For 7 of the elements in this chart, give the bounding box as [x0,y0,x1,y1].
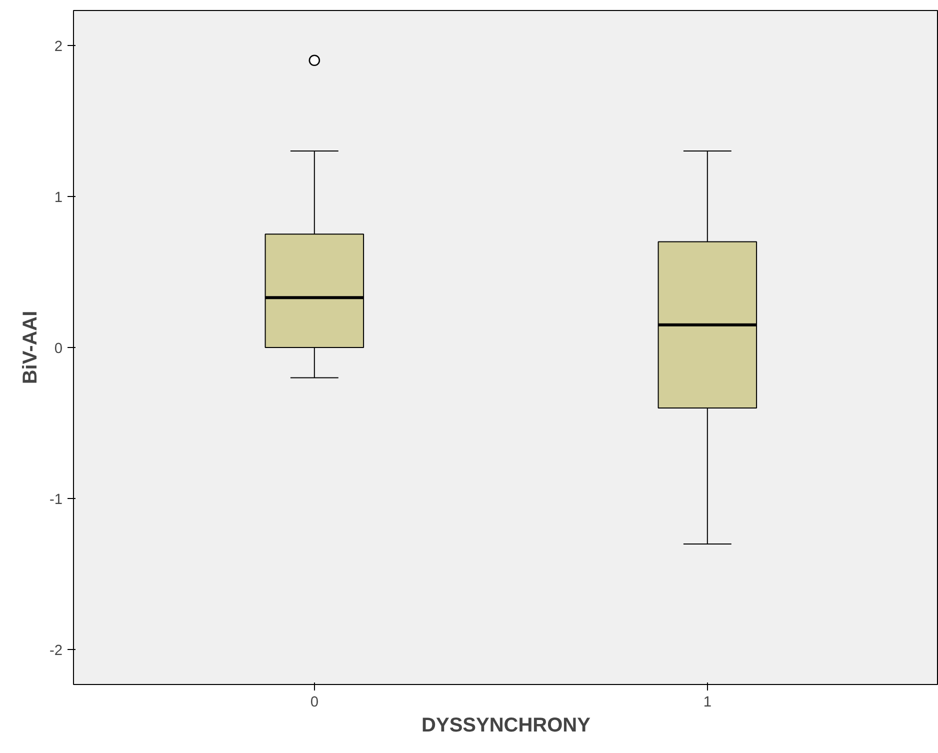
y-tick-label: 0 [54,341,63,357]
y-tick-label: -2 [49,643,63,660]
y-tick-label: -1 [49,492,63,508]
y-axis-title: BiV-AAI [19,310,42,384]
x-axis-title: DYSSYNCHRONY [422,714,592,736]
y-tick-label: 2 [54,38,63,55]
y-tick-label: 1 [54,190,63,206]
